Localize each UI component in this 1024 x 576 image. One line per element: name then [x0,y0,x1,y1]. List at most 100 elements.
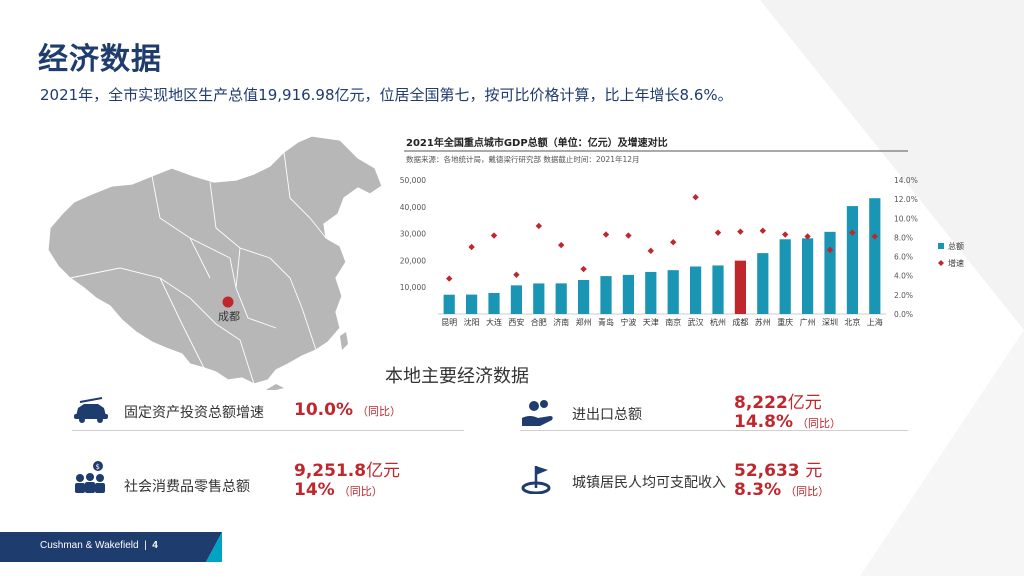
growth-marker [513,271,520,278]
page-subtitle: 2021年，全市实现地区生产总值19,916.98亿元，位居全国第七，按可比价格… [40,86,733,104]
category-label: 深圳 [822,317,838,327]
footer-separator: | [141,540,150,551]
svg-text:$: $ [96,463,100,471]
stat-growth: 8.3% （同比） [734,480,830,500]
gdp-bar [667,270,679,314]
city-label-chengdu: 成都 [218,310,240,323]
growth-marker [759,227,766,234]
stat-label: 固定资产投资总额增速 [124,405,264,421]
growth-marker [580,265,587,273]
growth-marker [535,222,542,230]
gdp-bar [645,271,657,314]
taiwan-island [340,332,348,350]
y-left-tick-label: 40,000 [400,203,426,212]
gdp-bar [712,265,724,314]
stat-growth: 14.8% （同比） [734,412,841,432]
stat-value: 8,222亿元 [734,393,822,413]
gdp-bar [734,260,746,314]
stat-retail-sales: $ 社会消费品零售总额 9,251.8亿元 14% （同比） [72,456,464,500]
footer-page-number: 4 [152,540,158,551]
y-right-tick-label: 10.0% [894,214,918,223]
growth-marker [714,229,722,236]
chart-source: 数据来源：各地统计局，戴德梁行研究部 数据截止时间：2021年12月 [406,154,640,164]
category-label: 天津 [643,317,659,327]
stat-label: 进出口总额 [572,407,642,423]
stat-import-export: 进出口总额 8,222亿元 14.8% （同比） [520,388,908,434]
legend-label-growth: 增速 [948,258,964,268]
gdp-bar [510,285,522,314]
stat-label: 城镇居民人均可支配收入 [572,475,726,491]
growth-marker [490,232,498,239]
growth-marker [647,247,654,255]
china-outline [47,135,383,385]
category-label: 广州 [800,317,816,327]
growth-marker [782,231,789,238]
category-label: 济南 [553,317,569,327]
y-left-tick-label: 20,000 [400,256,426,265]
gdp-bar [466,294,478,314]
y-left-tick-label: 50,000 [400,176,426,185]
footer: Cushman & Wakefield | 4 [40,540,158,551]
people-dollar-icon: $ [75,461,105,493]
stat-label: 社会消费品零售总额 [124,479,250,495]
stat-value: 10.0% （同比） [294,400,401,420]
gdp-bar [555,283,567,314]
stat-divider [72,430,464,431]
gdp-bar [824,231,836,314]
stat-disposable-income: 城镇居民人均可支配收入 52,633 元 8.3% （同比） [520,456,908,500]
category-label: 合肥 [531,317,547,327]
gdp-bar [802,238,814,314]
stat-fixed-investment: 固定资产投资总额增速 10.0% （同比） [72,394,464,434]
y-right-tick-label: 6.0% [894,253,913,262]
gdp-bar [869,198,881,314]
china-map: 成都 [47,135,383,390]
chengdu-marker[interactable] [222,296,234,308]
hand-coins-icon [522,400,553,426]
stat-divider [520,430,908,431]
page-title: 经济数据 [38,42,162,77]
growth-marker [670,239,677,246]
gdp-bar [488,293,500,314]
y-right-tick-label: 8.0% [894,233,913,242]
category-label: 南京 [665,317,681,327]
y-right-tick-label: 2.0% [894,291,913,300]
y-right-tick-label: 14.0% [894,176,918,185]
gdp-bar [846,206,858,314]
stat-value: 52,633 元 [734,461,823,481]
legend-label-total: 总额 [948,241,964,251]
category-label: 宁波 [620,317,636,327]
stat-value: 9,251.8亿元 [294,461,401,481]
gdp-bar [600,276,612,314]
growth-marker [558,241,565,249]
category-label: 重庆 [777,317,793,327]
section-title: 本地主要经济数据 [385,366,529,387]
y-left-tick-label: 10,000 [400,283,426,292]
category-label: 武汉 [688,317,704,327]
legend-swatch-total [938,243,944,249]
category-label: 青岛 [598,317,614,327]
gdp-bar [757,253,769,314]
flag-icon [521,466,551,494]
growth-marker [737,228,744,235]
category-label: 沈阳 [464,317,480,327]
gdp-bar [622,274,634,314]
y-left-tick-label: 30,000 [400,230,426,239]
y-right-tick-label: 0.0% [894,310,913,319]
chart-title: 2021年全国重点城市GDP总额（单位：亿元）及增速对比 [406,136,668,149]
car-tools-icon [74,397,108,423]
hainan-island [266,384,284,390]
y-right-tick-label: 12.0% [894,195,918,204]
category-label: 昆明 [441,318,457,327]
category-label: 苏州 [755,317,771,327]
category-label: 西安 [508,317,524,327]
gdp-chart: 2021年全国重点城市GDP总额（单位：亿元）及增速对比 数据来源：各地统计局，… [400,136,964,327]
footer-bar [0,532,222,562]
gdp-bar [533,283,545,314]
growth-marker [468,243,475,251]
gdp-bar [690,266,702,314]
gdp-bar [779,239,791,314]
category-label: 大连 [486,317,502,327]
category-label: 上海 [867,317,883,327]
category-label: 杭州 [710,317,726,327]
growth-marker [625,232,632,239]
